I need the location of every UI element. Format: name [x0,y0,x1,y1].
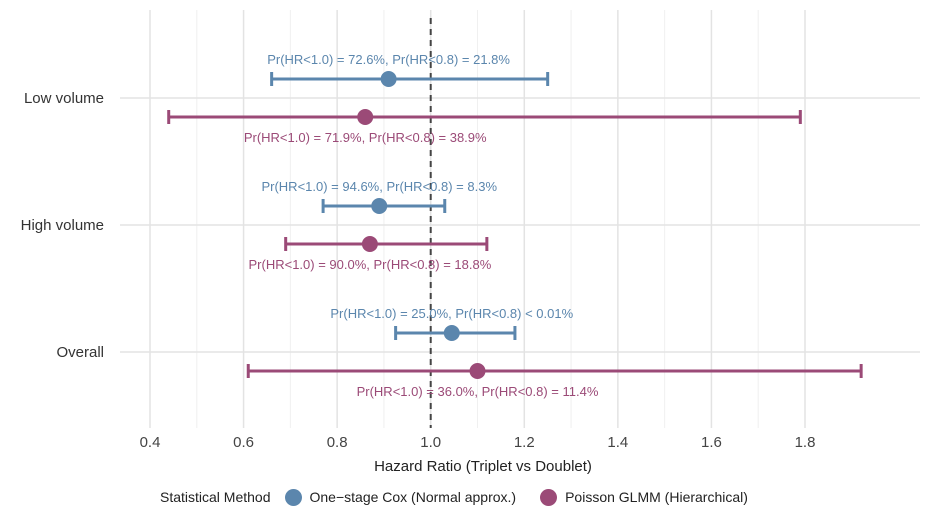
x-tick-label: 1.2 [514,434,535,451]
legend-item-cox: One−stage Cox (Normal approx.) [284,488,517,506]
x-tick-label: 0.6 [233,434,254,451]
point-estimate [469,363,486,379]
legend: Statistical Method One−stage Cox (Normal… [160,486,772,508]
legend-key-glmm [540,488,558,506]
point-estimate [361,236,378,252]
point-estimate [380,71,397,87]
legend-label-glmm: Poisson GLMM (Hierarchical) [565,489,748,505]
y-axis-tick-labels: Low volume High volume Overall [21,90,104,361]
legend-title: Statistical Method [160,489,271,505]
y-tick-label: High volume [21,217,104,234]
x-tick-label: 1.4 [607,434,628,451]
x-tick-label: 1.8 [795,434,816,451]
point-estimate [371,198,388,214]
x-axis-title: Hazard Ratio (Triplet vs Doublet) [374,458,592,475]
probability-label: Pr(HR<1.0) = 72.6%, Pr(HR<0.8) = 21.8% [267,52,510,67]
probability-label: Pr(HR<1.0) = 36.0%, Pr(HR<0.8) = 11.4% [357,384,599,399]
probability-label: Pr(HR<1.0) = 25.0%, Pr(HR<0.8) < 0.01% [330,306,573,321]
probability-label: Pr(HR<1.0) = 71.9%, Pr(HR<0.8) = 38.9% [244,130,487,145]
annotation-labels: Pr(HR<1.0) = 72.6%, Pr(HR<0.8) = 21.8% Pr… [244,52,599,399]
legend-key-cox [284,488,302,506]
x-tick-label: 1.6 [701,434,722,451]
x-axis-tick-labels: 0.4 0.6 0.8 1.0 1.2 1.4 1.6 1.8 [140,434,816,451]
probability-label: Pr(HR<1.0) = 90.0%, Pr(HR<0.8) = 18.8% [249,257,492,272]
plot-marks [167,71,863,379]
x-tick-label: 0.4 [140,434,161,451]
legend-item-glmm: Poisson GLMM (Hierarchical) [540,488,748,506]
y-tick-label: Overall [56,344,104,361]
x-tick-label: 1.0 [420,434,441,451]
y-tick-label: Low volume [24,90,104,107]
point-estimate [357,109,374,125]
legend-label-cox: One−stage Cox (Normal approx.) [309,489,517,505]
probability-label: Pr(HR<1.0) = 94.6%, Pr(HR<0.8) = 8.3% [261,179,497,194]
x-tick-label: 0.8 [327,434,348,451]
point-estimate [443,325,460,341]
grid-lines [120,10,920,428]
